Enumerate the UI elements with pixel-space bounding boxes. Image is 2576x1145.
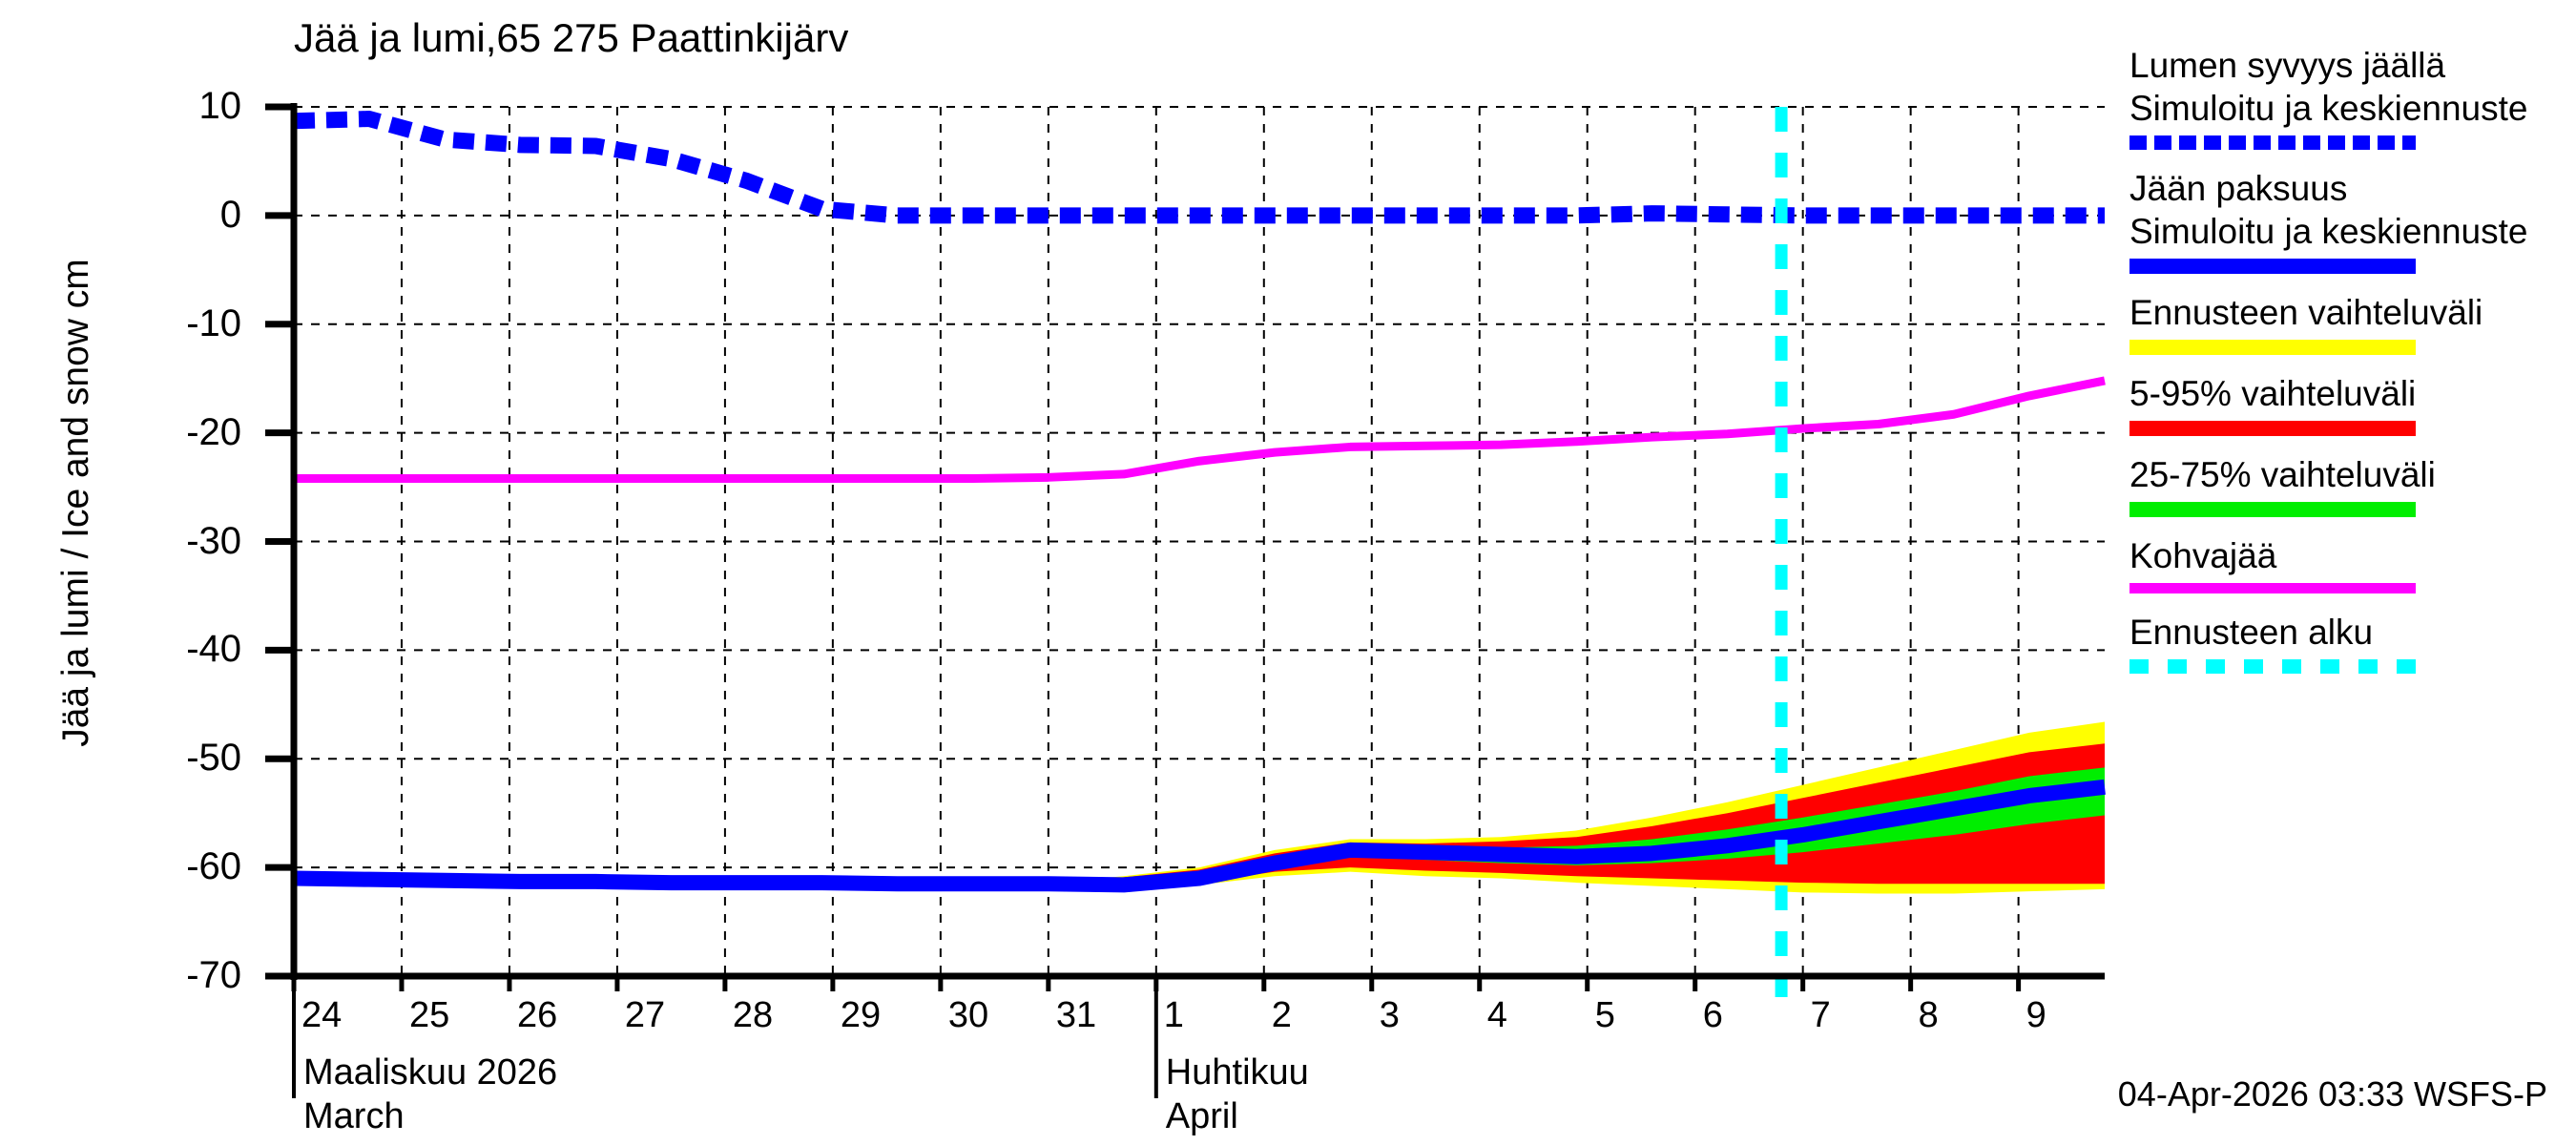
y-tick-label: -10 [186, 302, 241, 344]
month-label-en: April [1165, 1096, 1238, 1136]
legend-entry-title: Ennusteen alku [2129, 613, 2374, 652]
legend-swatch [2129, 340, 2416, 355]
x-tick-label: 26 [516, 995, 558, 1035]
legend-swatch [2129, 502, 2416, 517]
x-tick-label: 4 [1486, 995, 1507, 1035]
legend-entry-title: Kohvajää [2129, 536, 2277, 575]
x-tick-label: 5 [1594, 995, 1615, 1035]
legend-entry-title: Ennusteen vaihteluväli [2129, 293, 2483, 332]
y-tick-label: -30 [186, 519, 241, 562]
legend-entry: Jään paksuus Simuloitu ja keskiennuste [2129, 167, 2576, 274]
x-tick-label: 30 [947, 995, 989, 1035]
x-tick-label: 27 [624, 995, 666, 1035]
legend-entry-title: Jään paksuus [2129, 169, 2348, 208]
chart-legend: Lumen syvyys jäällä Simuloitu ja keskienn… [2129, 44, 2576, 691]
series-slush-ice [294, 376, 2106, 483]
x-tick-label: 31 [1055, 995, 1097, 1035]
timestamp: 04-Apr-2026 03:33 WSFS-P [2117, 1074, 2547, 1114]
forecast-band [294, 743, 2105, 887]
legend-entry-title: 25-75% vaihteluväli [2129, 455, 2436, 494]
month-label-group: Huhtikuu April [1166, 1051, 1309, 1138]
y-axis-title: Jää ja lumi / Ice and snow cm [55, 259, 96, 747]
series-ice-thickness [293, 779, 2106, 893]
chart-title: Jää ja lumi,65 275 Paattinkijärv [294, 15, 849, 60]
series-snow-depth [293, 111, 2105, 224]
x-tick-label: 24 [301, 995, 343, 1035]
x-tick-label: 8 [1918, 995, 1939, 1035]
y-tick-label: -20 [186, 410, 241, 453]
x-tick-label: 25 [408, 995, 450, 1035]
legend-entry: Lumen syvyys jäällä Simuloitu ja keskienn… [2129, 44, 2576, 150]
month-label-fi: Maaliskuu 2026 [303, 1052, 558, 1093]
y-tick-label: 10 [198, 85, 242, 127]
x-tick-label: 3 [1379, 995, 1400, 1035]
y-tick-label: 0 [219, 193, 241, 236]
y-tick-label: -40 [186, 628, 241, 671]
x-tick-label: 29 [840, 995, 882, 1035]
legend-entry-subtitle: Simuloitu ja keskiennuste [2129, 212, 2528, 251]
x-tick-label: 9 [2025, 995, 2046, 1035]
x-tick-label: 2 [1271, 995, 1292, 1035]
legend-entry: Kohvajää [2129, 534, 2576, 593]
legend-entry-subtitle: Simuloitu ja keskiennuste [2129, 89, 2528, 128]
legend-swatch [2129, 259, 2416, 274]
legend-swatch [2129, 421, 2416, 436]
legend-entry: Ennusteen vaihteluväli [2129, 291, 2576, 355]
legend-swatch [2129, 659, 2416, 674]
legend-entry: 25-75% vaihteluväli [2129, 453, 2576, 517]
forecast-band [294, 721, 2105, 894]
y-tick-label: -70 [186, 954, 241, 996]
y-tick-label: -50 [186, 737, 241, 780]
legend-entry: 5-95% vaihteluväli [2129, 372, 2576, 436]
legend-swatch [2129, 583, 2416, 593]
y-tick-label: -60 [186, 845, 241, 888]
month-label-fi: Huhtikuu [1165, 1052, 1309, 1093]
month-label-en: March [303, 1096, 405, 1136]
legend-entry: Ennusteen alku [2129, 611, 2576, 674]
forecast-band [294, 767, 2105, 886]
x-tick-label: 28 [732, 995, 774, 1035]
x-tick-label: 1 [1163, 995, 1184, 1035]
month-label-group: Maaliskuu 2026 March [303, 1051, 557, 1138]
legend-swatch [2129, 135, 2416, 150]
x-tick-label: 7 [1810, 995, 1831, 1035]
legend-entry-title: Lumen syvyys jäällä [2129, 46, 2446, 85]
x-tick-label: 6 [1702, 995, 1723, 1035]
legend-entry-title: 5-95% vaihteluväli [2129, 374, 2417, 413]
